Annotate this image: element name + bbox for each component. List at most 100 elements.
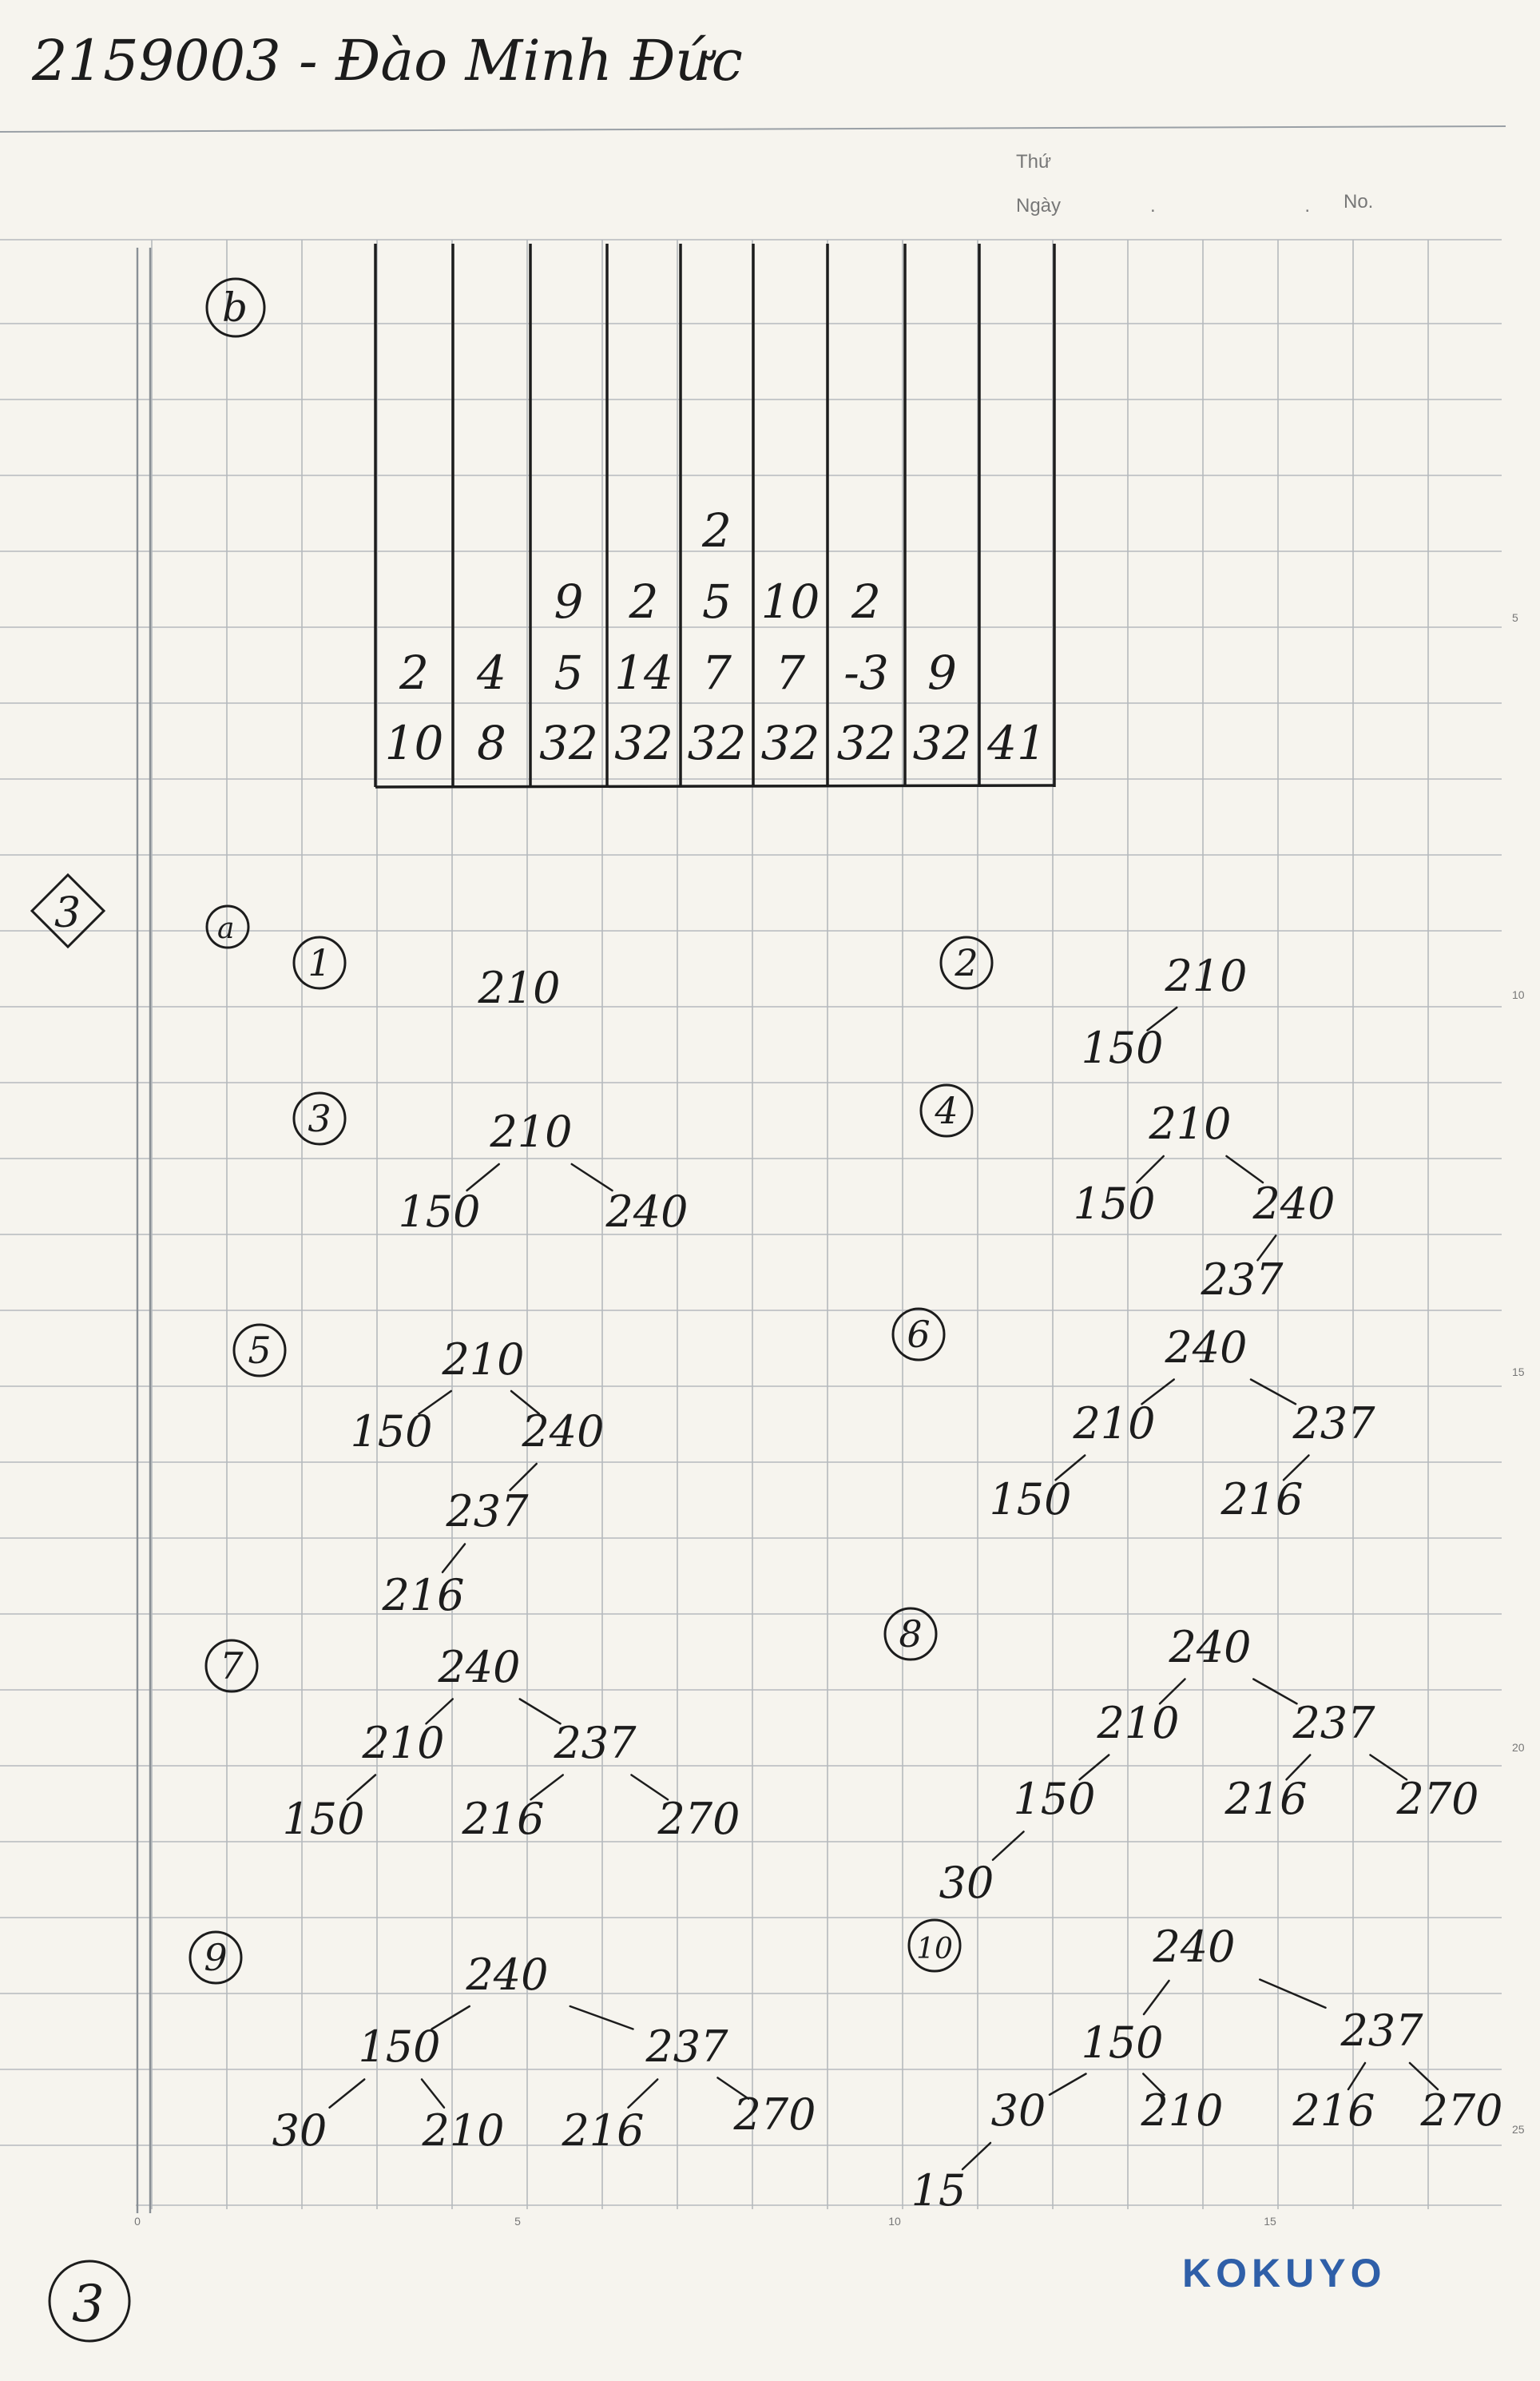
tree-node: 240	[521, 1406, 604, 1457]
stack-value: 32	[614, 716, 673, 770]
tree-edge	[420, 2078, 446, 2109]
stack-value: 9	[554, 574, 584, 629]
stack-value: 10	[761, 574, 820, 629]
tree-node: 240	[1164, 1322, 1247, 1373]
part-a-label: a	[217, 912, 234, 945]
tree-edge	[431, 2005, 470, 2030]
tree-edge	[1158, 1678, 1186, 1705]
header-rule	[0, 125, 1506, 133]
tree-edge	[530, 1774, 564, 1801]
tree-node: 150	[1073, 1179, 1155, 1229]
tree-node: 237	[1200, 1254, 1284, 1305]
step-number: 7	[220, 1644, 244, 1687]
tree-edge	[1369, 1754, 1408, 1781]
tree-edge	[1252, 1678, 1298, 1705]
tree-node: 150	[989, 1474, 1071, 1524]
tree-node: 210	[1148, 1099, 1231, 1149]
brand-logo: KOKUYO	[1182, 2251, 1386, 2296]
stack-base	[375, 784, 1055, 789]
tree-edge	[425, 1698, 454, 1725]
step-number: 6	[907, 1313, 930, 1356]
tree-node: 210	[489, 1107, 572, 1157]
thu-label: Thứ	[1016, 151, 1051, 173]
tree-node: 30	[939, 1858, 994, 1908]
tree-node: 15	[911, 2165, 966, 2216]
no-label: No.	[1344, 191, 1373, 213]
date-dots: . .	[1150, 195, 1382, 217]
tree-edge	[1259, 1978, 1327, 2009]
step-circle	[891, 1307, 946, 1361]
ruler-tick: 0	[134, 2215, 141, 2228]
side-tick: 10	[1512, 988, 1525, 1001]
tree-node: 150	[350, 1406, 432, 1457]
step-number: 2	[954, 941, 978, 984]
tree-node: 240	[437, 1642, 520, 1692]
tree-node: 210	[1072, 1398, 1155, 1449]
tree-edge	[1142, 2073, 1165, 2096]
tree-edge	[991, 1830, 1025, 1861]
step-circle	[189, 1930, 243, 1985]
section-3-label: 3	[54, 889, 81, 937]
tree-edge	[510, 1389, 541, 1415]
tree-edge	[627, 2078, 659, 2109]
stack-value: 2	[851, 574, 881, 629]
tree-node: 30	[991, 2085, 1046, 2136]
step-number: 10	[916, 1933, 953, 1966]
tree-node: 210	[1096, 1698, 1179, 1748]
stack-value: 2	[629, 574, 659, 629]
step-circle	[232, 1323, 287, 1377]
tree-node: 150	[282, 1794, 364, 1844]
tree-node: 210	[1140, 2085, 1223, 2136]
tree-node: 150	[398, 1187, 480, 1237]
step-number: 5	[248, 1329, 271, 1372]
step-circle	[204, 1639, 259, 1693]
step-number: 3	[308, 1097, 331, 1140]
stack-value: 7	[776, 646, 805, 700]
tree-node: 30	[272, 2105, 327, 2156]
tree-node: 240	[605, 1187, 688, 1237]
tree-node: 150	[1081, 1023, 1163, 1073]
stack-value: 10	[385, 716, 444, 770]
tree-edge	[569, 2005, 634, 2030]
step-circle	[939, 936, 994, 990]
stack-value: 14	[614, 646, 673, 700]
ngay-label: Ngày	[1016, 195, 1061, 217]
tree-edge	[328, 2078, 366, 2109]
section-3-diamond	[30, 873, 106, 949]
page-number: 3	[72, 2275, 105, 2334]
ruler-tick: 10	[888, 2215, 901, 2228]
tree-node: 216	[561, 2105, 644, 2156]
ruler-tick: 15	[1264, 2215, 1276, 2228]
tree-edge	[1256, 1234, 1277, 1262]
tree-edge	[466, 1163, 500, 1192]
tree-step-10: 10 240 150 237 30 210 216 270 15	[907, 1918, 1503, 2216]
side-ruler: 5 10 15 20 25	[1512, 611, 1525, 2136]
stack-value: 2	[701, 503, 732, 558]
stack-value: 8	[477, 716, 506, 770]
tree-node: 216	[1220, 1474, 1303, 1524]
tree-node: 150	[1013, 1774, 1095, 1824]
tree-node: 240	[465, 1950, 548, 2000]
part-b-label: b	[222, 284, 248, 331]
side-tick: 15	[1512, 1365, 1525, 1378]
tree-edge	[1048, 2073, 1087, 2096]
handwritten-title: 2159003 - Đào Minh Đức	[31, 28, 743, 93]
step-circle	[883, 1607, 938, 1661]
step-number: 8	[899, 1612, 922, 1656]
tree-node: 210	[441, 1334, 524, 1385]
tree-edge	[1249, 1378, 1297, 1405]
tree-node: 240	[1168, 1622, 1251, 1672]
tree-edge	[418, 1389, 452, 1415]
step-number: 1	[308, 941, 331, 984]
tree-edge	[441, 1543, 466, 1573]
stack-value: 9	[927, 646, 957, 700]
stack-value: 4	[476, 646, 506, 700]
tree-node: 150	[1081, 2017, 1163, 2068]
tree-node: 270	[657, 1794, 740, 1844]
